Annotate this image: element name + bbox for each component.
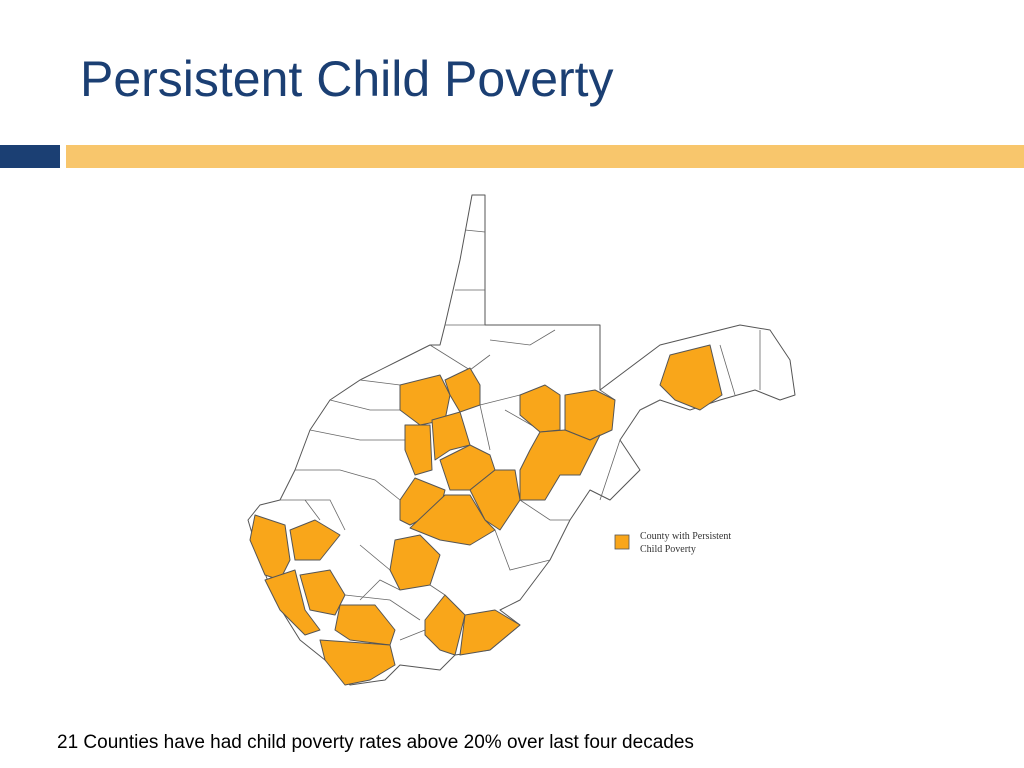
county — [389, 534, 441, 591]
accent-bar — [0, 145, 60, 168]
legend-label: County with Persistent — [640, 531, 731, 542]
county — [431, 411, 471, 461]
county — [289, 519, 341, 561]
county — [444, 367, 481, 413]
legend-swatch — [614, 534, 630, 550]
county — [404, 424, 433, 476]
caption: 21 Counties have had child poverty rates… — [57, 732, 694, 753]
county — [659, 344, 723, 411]
county — [424, 594, 466, 656]
county — [459, 609, 521, 656]
legend-label: Child Poverty — [640, 544, 696, 555]
county — [319, 639, 396, 686]
county — [264, 569, 321, 636]
county — [409, 494, 496, 546]
legend: County with Persistent Child Poverty — [614, 531, 731, 555]
county-map: County with Persistent Child Poverty — [247, 194, 796, 686]
slide-title: Persistent Child Poverty — [80, 51, 614, 107]
poverty-counties — [249, 344, 723, 686]
county — [249, 514, 291, 581]
county — [519, 429, 601, 501]
state-outline — [247, 194, 796, 686]
accent-bar — [66, 145, 1024, 168]
county-lines — [280, 229, 761, 641]
